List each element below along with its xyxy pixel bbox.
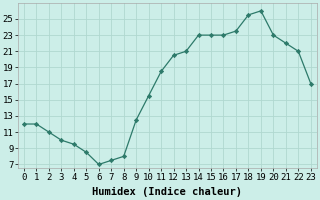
X-axis label: Humidex (Indice chaleur): Humidex (Indice chaleur): [92, 187, 242, 197]
